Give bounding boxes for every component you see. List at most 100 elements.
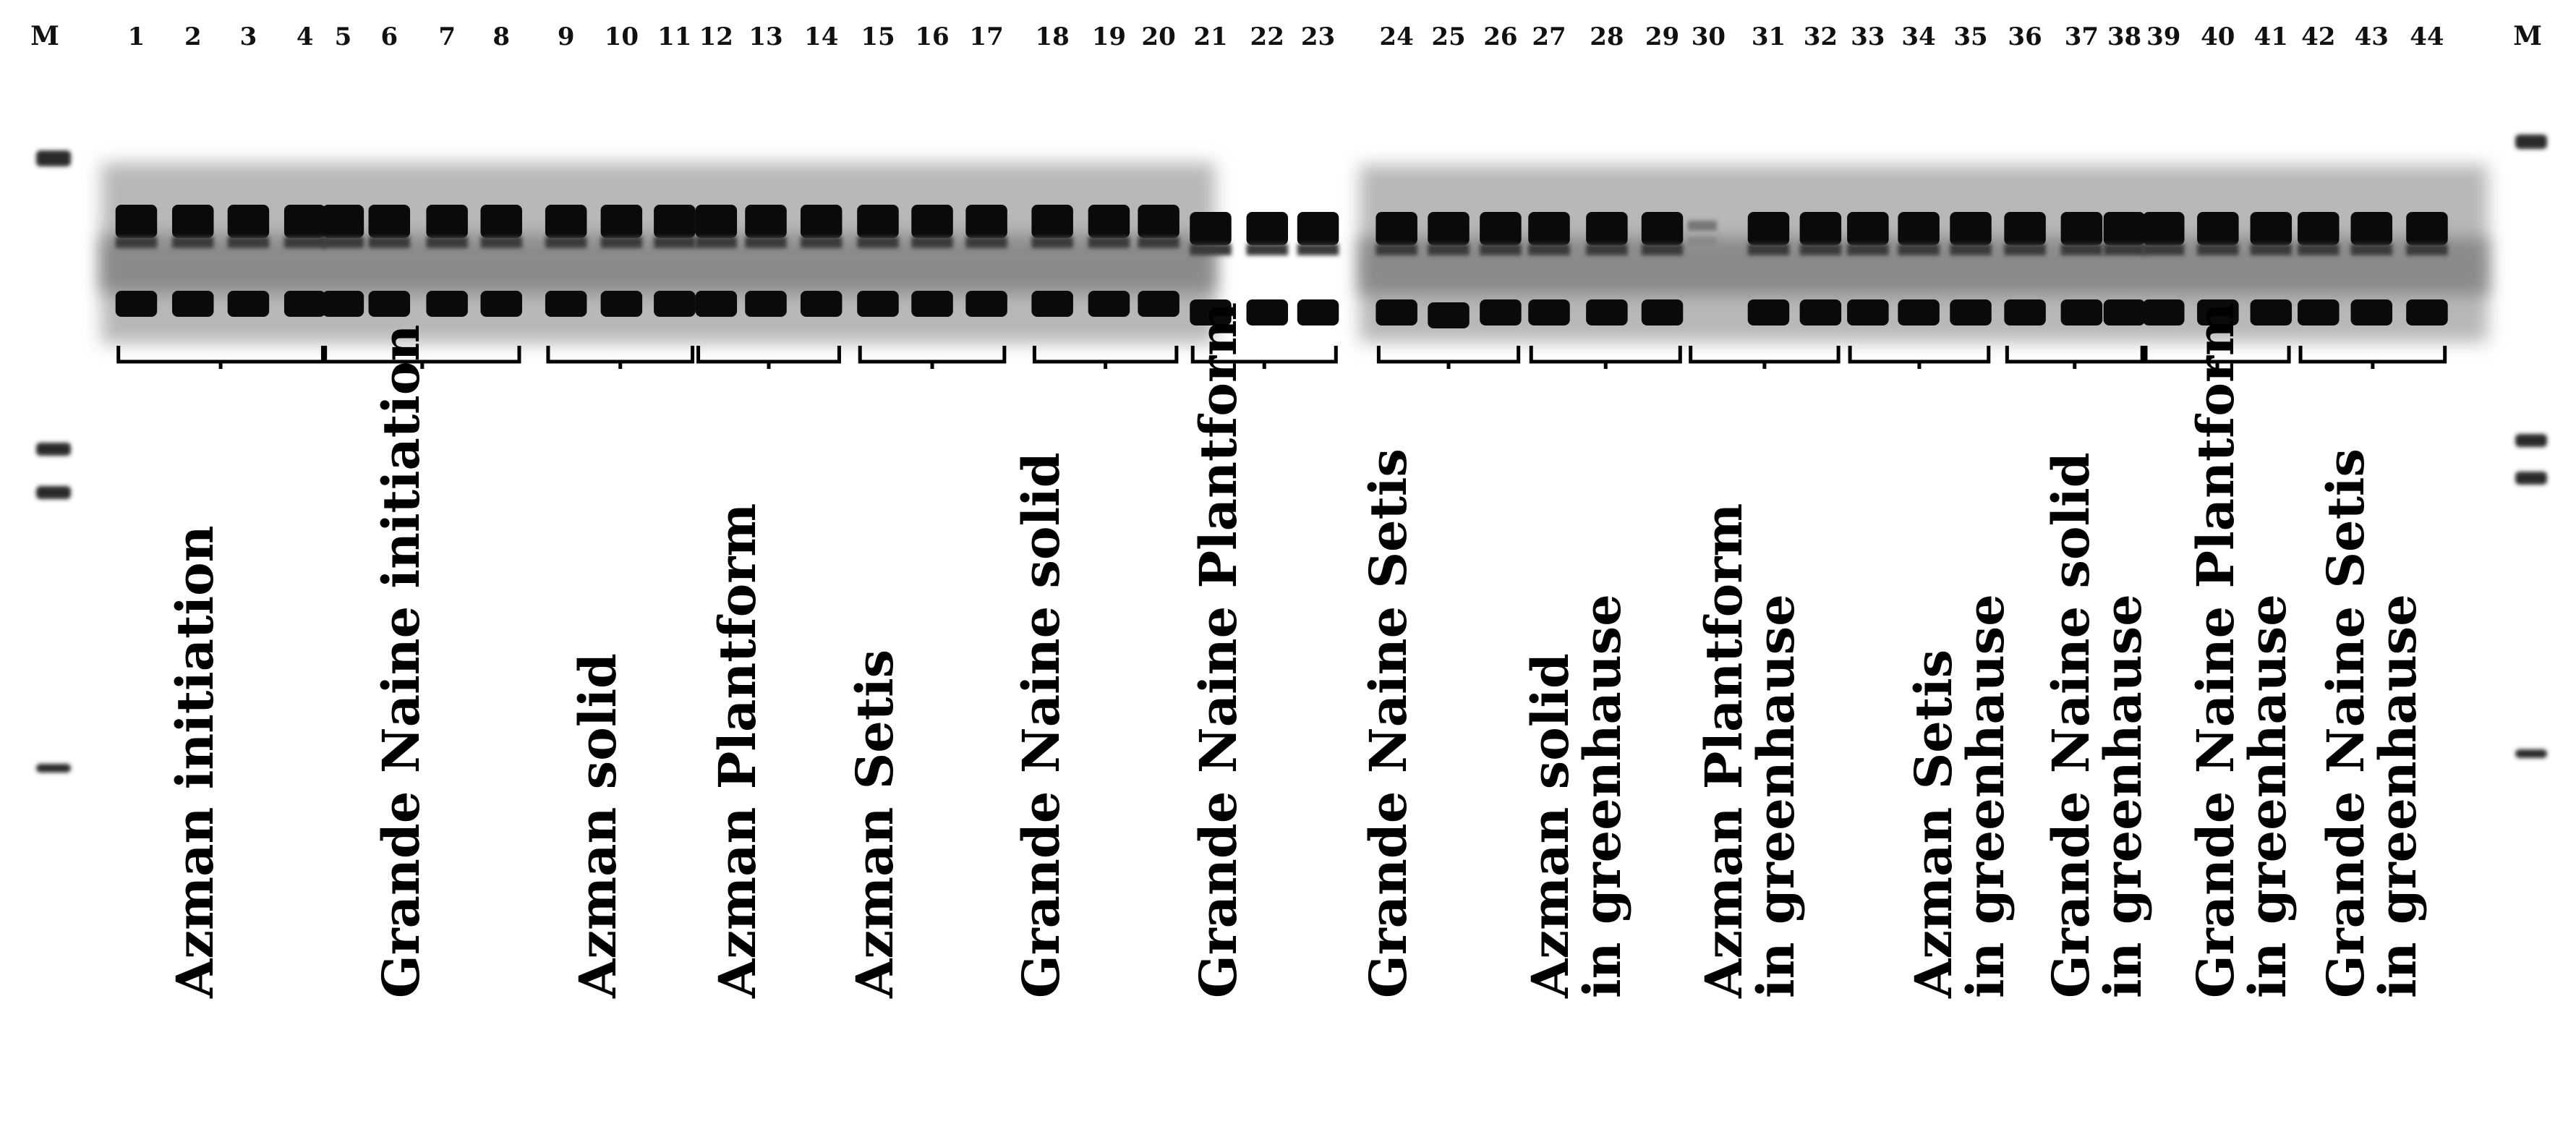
gel-band-upper <box>322 205 364 238</box>
gel-band-upper <box>2298 212 2340 245</box>
lane-number: 19 <box>1092 22 1126 51</box>
gel-band-upper-shadow <box>1480 244 1522 255</box>
gel-band-lower <box>800 291 843 317</box>
lane-number: 4 <box>297 22 314 51</box>
lane-number: 17 <box>969 22 1003 51</box>
marker-band <box>2515 749 2547 758</box>
lane-number-header: M M 1 2 3 4 5 6 7 8 9 10 11 12 13 14 15 16 17 18 19 20 21 22 2… <box>30 21 2542 51</box>
group-label-line: Grande Naine Plantform <box>1188 302 1248 998</box>
gel-band-lower <box>426 291 468 317</box>
sample-group-labels: Azman initiation Grande Naine initiation A… <box>165 302 2428 999</box>
lane-number: 31 <box>1752 22 1786 51</box>
gel-band-lower <box>2250 299 2293 325</box>
marker-band <box>2515 135 2547 149</box>
gel-band-lower <box>322 291 364 317</box>
gel-band-upper-shadow <box>1747 244 1790 255</box>
gel-band-lower <box>1950 299 1992 325</box>
gel-band-upper <box>283 205 326 238</box>
gel-band-lower <box>1747 299 1790 325</box>
gel-band-upper-shadow <box>1376 244 1417 255</box>
lane-number: 40 <box>2201 22 2235 51</box>
gel-band-upper <box>1138 205 1180 238</box>
group-bracket <box>1529 346 1682 369</box>
gel-band-upper <box>115 205 158 238</box>
lane-number: 14 <box>804 22 838 51</box>
group-label-line: Azman Setis <box>1903 650 1963 999</box>
marker-band <box>36 486 71 499</box>
gel-band-upper <box>965 205 1007 238</box>
group-bracket <box>1848 346 1991 369</box>
gel-band-upper <box>2197 212 2239 245</box>
lane-number: 39 <box>2146 22 2180 51</box>
marker-label-left: M <box>30 21 59 51</box>
gel-band-upper-shadow <box>2250 244 2293 255</box>
group-bracket <box>323 346 521 369</box>
lane-number: 10 <box>605 22 639 51</box>
gel-band-upper <box>911 205 953 238</box>
lane-number: 32 <box>1804 22 1838 51</box>
lane-number: 38 <box>2107 22 2141 51</box>
gel-band-upper <box>745 205 787 238</box>
gel-band-lower <box>2350 299 2393 325</box>
marker-band <box>36 443 71 456</box>
gel-band <box>1687 237 1717 246</box>
gel-band-upper <box>1528 212 1570 245</box>
gel-band-upper-shadow <box>1297 244 1339 255</box>
gel-band-lower <box>2197 299 2239 325</box>
gel-band-upper <box>654 205 696 238</box>
gel-band-upper <box>1898 212 1940 245</box>
lane-number: 37 <box>2065 22 2099 51</box>
group-label-line: Azman initiation <box>165 525 225 999</box>
lane-number: 12 <box>699 22 733 51</box>
gel-band-lower <box>1246 299 1288 325</box>
marker-ladder-right <box>2515 135 2547 758</box>
gel-band-upper <box>695 205 738 238</box>
group-label-line: Grande Naine solid <box>1011 452 1071 998</box>
gel-band-lower <box>2406 299 2448 325</box>
gel-band-upper <box>2004 212 2046 245</box>
gel-band-upper-shadow <box>1190 244 1232 255</box>
gel-band-upper <box>1031 205 1073 238</box>
group-label: Azman initiation <box>165 525 225 999</box>
group-label-line: in greenhause <box>2093 594 2153 998</box>
gel-band-upper <box>368 205 411 238</box>
gel-band-lower <box>480 291 522 317</box>
gel-band-upper <box>1747 212 1790 245</box>
gel-band-upper <box>227 205 270 238</box>
gel-bands-layer <box>115 205 2448 328</box>
group-brackets <box>116 346 2447 369</box>
lane-number: 33 <box>1851 22 1885 51</box>
gel-band-lower <box>227 291 270 317</box>
marker-ladder-left <box>36 150 71 773</box>
lane-number: 34 <box>1901 22 1935 51</box>
gel-band-lower <box>1586 299 1628 325</box>
gel-band-upper-shadow <box>745 237 787 248</box>
group-label-line: Azman solid <box>568 653 628 999</box>
gel-band-upper-shadow <box>2060 244 2103 255</box>
gel-band-upper-shadow <box>480 237 522 248</box>
group-label-line: Azman Plantform <box>707 503 767 999</box>
gel-band-upper-shadow <box>1799 244 1842 255</box>
gel-band-upper-shadow <box>2143 244 2185 255</box>
lane-number: 26 <box>1483 22 1517 51</box>
lane-number: 27 <box>1532 22 1566 51</box>
gel-band-upper-shadow <box>1138 237 1180 248</box>
group-label-line: Grande Naine Plantform <box>2185 302 2246 998</box>
gel-band-upper <box>1428 212 1470 245</box>
gel-band-upper-shadow <box>857 237 899 248</box>
marker-label-right: M <box>2513 21 2542 51</box>
gel-band-upper-shadow <box>654 237 696 248</box>
gel-band-lower <box>2004 299 2046 325</box>
gel-band-upper <box>1586 212 1628 245</box>
group-label-line: Grande Naine initiation <box>371 325 431 998</box>
gel-band-upper <box>171 205 214 238</box>
group-label-line: in greenhause <box>2368 594 2428 998</box>
gel-band-lower <box>2298 299 2340 325</box>
gel-band-upper-shadow <box>2350 244 2393 255</box>
lane-number: 11 <box>657 22 691 51</box>
gel-band-lower <box>1297 299 1339 325</box>
